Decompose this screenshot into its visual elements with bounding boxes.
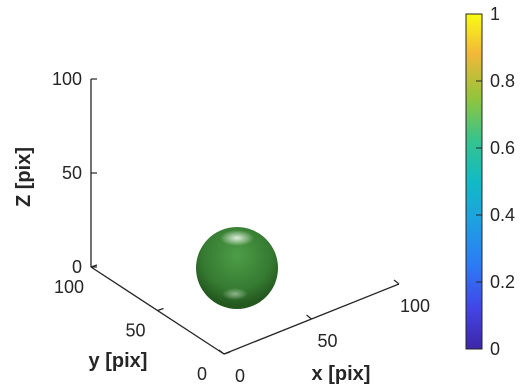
y-tick: [90, 264, 98, 268]
y-tick-label: 50: [125, 321, 145, 341]
z-tick-label: 0: [72, 257, 82, 277]
x-axis-label: x [pix]: [312, 363, 371, 385]
sphere-highlight-bottom: [222, 288, 248, 300]
x-tick: [393, 279, 400, 285]
sphere-body: [196, 227, 278, 309]
y-tick-label: 100: [54, 277, 84, 297]
colorbar-ticks: 0 0.2 0.4 0.6 0.8 1: [476, 4, 515, 359]
colorbar-bar: [465, 13, 483, 350]
y-tick: [223, 351, 231, 355]
z-tick-label: 50: [62, 163, 82, 183]
sphere-surface: [196, 227, 278, 309]
x-tick: [218, 349, 225, 355]
colorbar-tick-label: 0.6: [490, 138, 515, 158]
x-tick-label: 0: [235, 366, 245, 386]
colorbar-tick-label: 0.2: [490, 272, 515, 292]
axes: [90, 79, 400, 355]
x-tick: [306, 314, 312, 320]
y-axis-label: y [pix]: [89, 350, 148, 372]
colorbar: 0 0.2 0.4 0.6 0.8 1: [465, 4, 515, 359]
sphere-highlight-top: [220, 230, 254, 246]
x-tick-label: 50: [317, 331, 337, 351]
colorbar-tick-label: 0: [490, 339, 500, 359]
z-tick-label: 100: [52, 69, 82, 89]
x-tick-label: 100: [400, 296, 430, 316]
z-axis-label: Z [pix]: [13, 147, 35, 207]
y-tick: [157, 307, 164, 312]
y-tick-label: 0: [197, 364, 207, 384]
colorbar-tick-label: 1: [490, 4, 500, 24]
colorbar-tick-label: 0.4: [490, 205, 515, 225]
colorbar-tick-label: 0.8: [490, 71, 515, 91]
